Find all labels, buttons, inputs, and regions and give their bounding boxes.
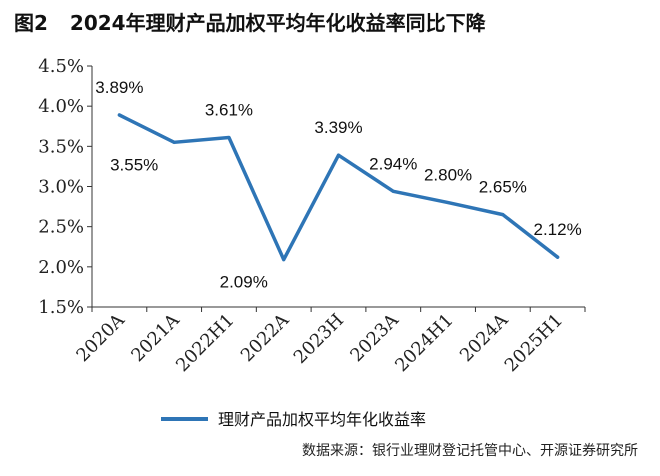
- y-tick-label: 3.5%: [38, 136, 84, 157]
- data-point: [227, 135, 231, 139]
- data-label: 2.65%: [479, 178, 527, 197]
- data-point: [117, 113, 121, 117]
- data-label: 2.12%: [534, 220, 582, 239]
- legend-label: 理财产品加权平均年化收益率: [218, 410, 426, 429]
- data-label: 3.55%: [110, 155, 158, 174]
- x-axis: 2020A2021A2022H12022A2023H2023A2024H1202…: [72, 306, 586, 376]
- chart-title: 图2 2024年理财产品加权平均年化收益率同比下降: [14, 6, 486, 40]
- data-point: [501, 213, 505, 217]
- figure-number: 图2: [14, 11, 48, 35]
- y-tick-label: 2.5%: [38, 217, 84, 238]
- data-label: 2.80%: [424, 166, 472, 185]
- figure-title: 2024年理财产品加权平均年化收益率同比下降: [69, 11, 486, 35]
- x-tick-label: 2025H1: [501, 310, 567, 376]
- y-tick-label: 4.5%: [38, 56, 84, 77]
- series-group: [117, 113, 560, 262]
- data-labels: 3.89% 3.55% 3.61% 2.09% 3.39% 2.94% 2.80% 2.65%…: [95, 78, 581, 292]
- data-label: 3.61%: [205, 100, 253, 119]
- data-point: [556, 255, 560, 259]
- data-label: 2.09%: [220, 273, 268, 292]
- x-tick-label: 2022A: [237, 309, 294, 366]
- data-point: [391, 189, 395, 193]
- x-tick-label: 2022H1: [172, 310, 238, 376]
- x-tick-label: 2023H: [290, 310, 348, 368]
- y-tick-label: 1.5%: [38, 297, 84, 318]
- source-note: 数据来源：银行业理财登记托管中心、开源证券研究所: [302, 443, 638, 459]
- y-tick-label: 2.0%: [38, 257, 84, 278]
- y-axis: 1.5% 2.0% 2.5% 3.0% 3.5% 4.0% 4.5%: [38, 56, 93, 318]
- x-tick-label: 2024H1: [391, 310, 457, 376]
- data-label: 2.94%: [369, 154, 417, 173]
- data-point: [337, 153, 340, 157]
- data-point: [446, 201, 450, 205]
- data-label: 3.89%: [95, 78, 143, 97]
- data-label: 3.39%: [314, 118, 362, 137]
- data-point: [172, 140, 176, 144]
- data-point: [282, 258, 286, 262]
- legend: 理财产品加权平均年化收益率: [161, 410, 426, 429]
- y-tick-label: 4.0%: [38, 96, 84, 117]
- y-tick-label: 3.0%: [38, 177, 84, 198]
